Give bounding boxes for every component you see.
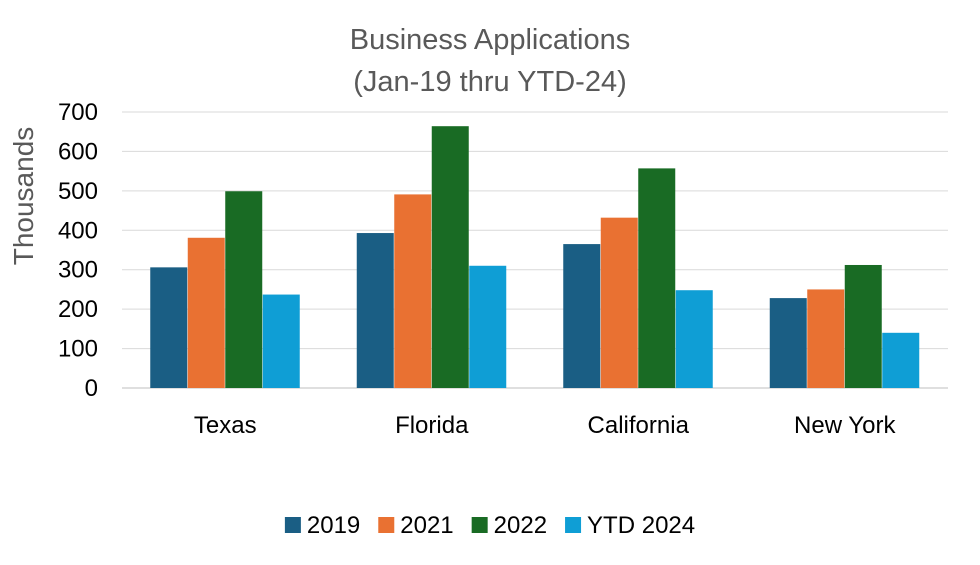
legend-swatch [378, 517, 395, 533]
chart-subtitle: (Jan-19 thru YTD-24) [353, 66, 626, 98]
bar [600, 217, 638, 388]
y-tick-label: 500 [58, 178, 98, 205]
x-tick-label: New York [794, 412, 896, 439]
y-tick-label: 400 [58, 217, 98, 244]
bar [769, 298, 807, 388]
bar [469, 265, 507, 388]
legend-label: 2019 [307, 512, 360, 539]
x-axis-ticks: Texas Florida California New York [194, 412, 897, 439]
y-axis-label: Thousands [8, 127, 39, 266]
bar [187, 237, 225, 388]
legend: 2019 2021 2022 YTD 2024 [284, 512, 695, 539]
bars [150, 126, 920, 389]
legend-swatch [471, 517, 488, 533]
x-tick-label: California [588, 412, 690, 439]
bar [807, 289, 845, 388]
y-tick-label: 200 [58, 296, 98, 323]
bar [638, 168, 676, 388]
y-tick-label: 0 [85, 375, 98, 402]
y-tick-label: 600 [58, 138, 98, 165]
chart-title: Business Applications [350, 24, 631, 56]
legend-label: 2022 [494, 512, 547, 539]
x-tick-label: Florida [395, 412, 469, 439]
x-tick-label: Texas [194, 412, 257, 439]
legend-label: 2021 [400, 512, 453, 539]
legend-label: YTD 2024 [587, 512, 695, 539]
bar [675, 290, 713, 388]
legend-swatch [565, 517, 582, 533]
bar [225, 191, 263, 388]
bar [262, 294, 300, 388]
y-tick-label: 300 [58, 257, 98, 284]
bar [356, 233, 394, 388]
legend-swatch [284, 517, 301, 533]
y-axis-ticks: 0 100 200 300 400 500 600 700 [58, 99, 98, 402]
y-tick-label: 700 [58, 99, 98, 126]
bar [563, 244, 601, 388]
bar [431, 126, 469, 389]
bar [150, 267, 188, 388]
bar [882, 332, 920, 388]
y-tick-label: 100 [58, 336, 98, 363]
bar [844, 264, 882, 388]
bar [394, 194, 432, 388]
